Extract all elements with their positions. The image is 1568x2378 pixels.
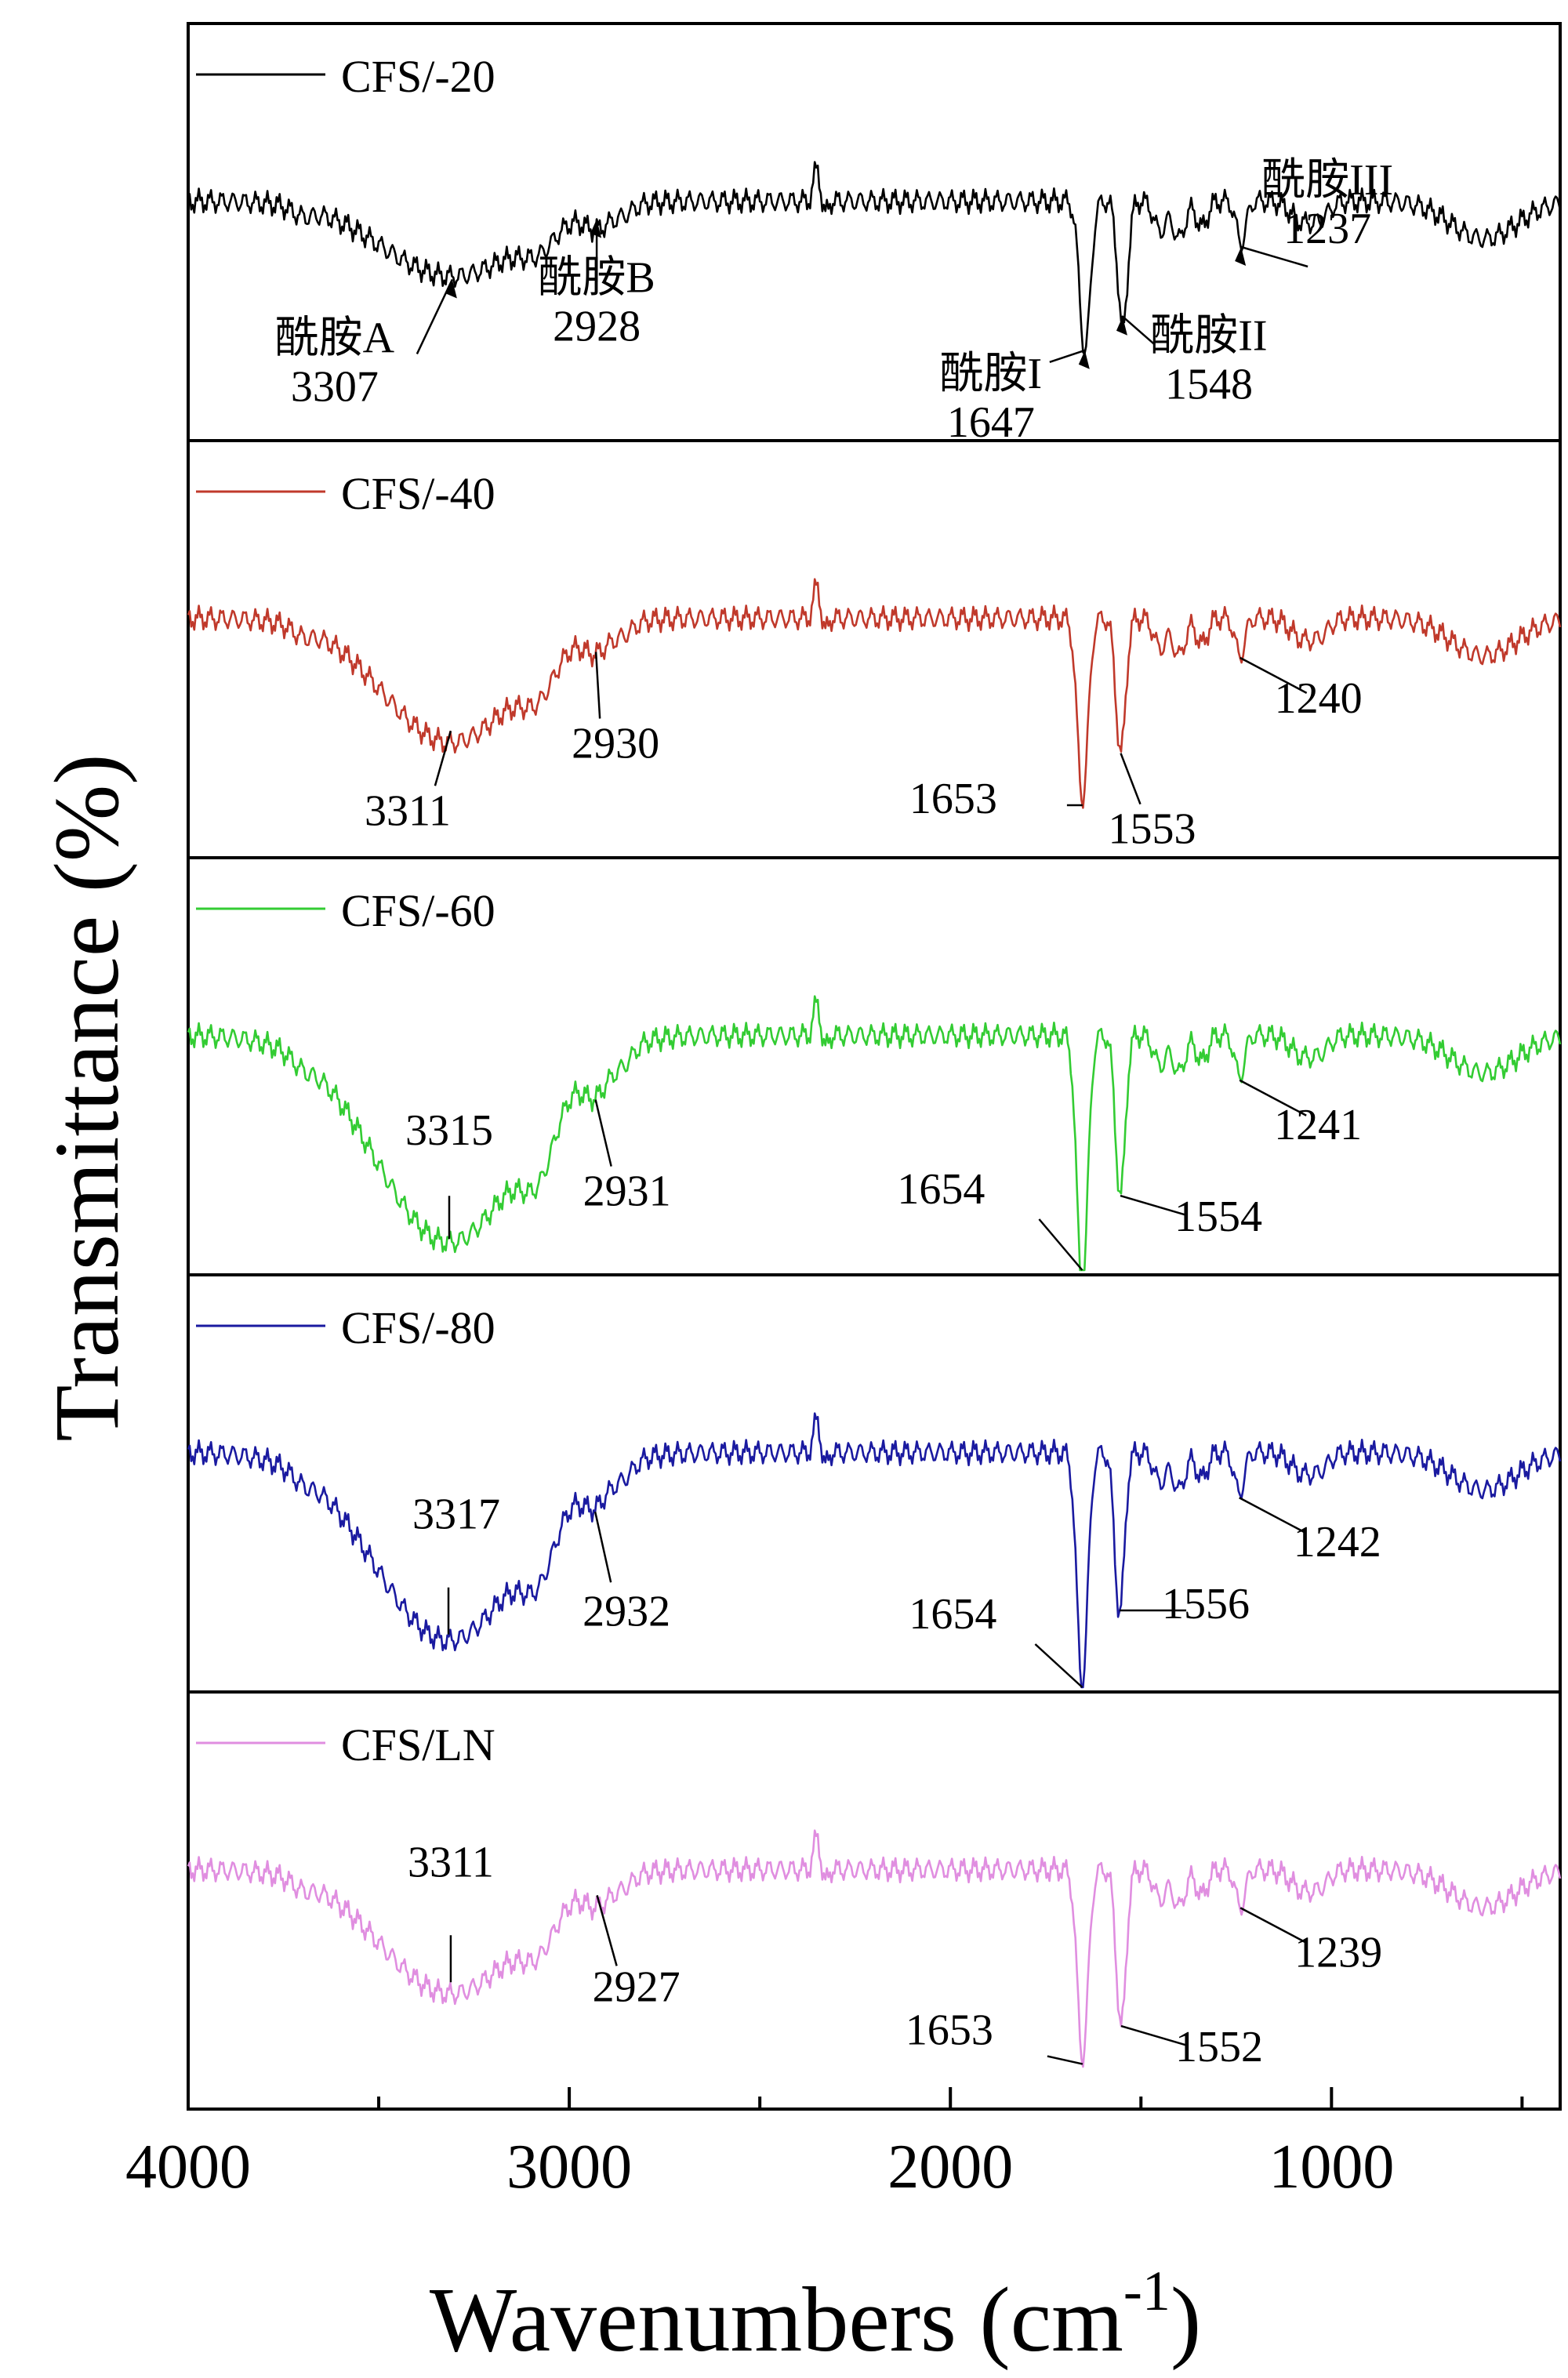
peak-leader-line bbox=[594, 652, 601, 719]
x-axis-label-close: ) bbox=[1171, 2268, 1201, 2371]
spectrum-line bbox=[187, 161, 1562, 356]
peak-arrowhead bbox=[1116, 316, 1127, 336]
x-axis-label-superscript: -1 bbox=[1123, 2260, 1171, 2322]
peak-label: 1552 bbox=[1175, 2023, 1263, 2071]
panel-2: CFS/-40 3311 2930 1653 1553 1240 bbox=[187, 439, 1562, 859]
peak-leader-line bbox=[593, 1511, 612, 1583]
spectrum-line bbox=[187, 1829, 1562, 2068]
legend-label: CFS/-20 bbox=[341, 51, 495, 102]
peak-group-label: 酰胺II bbox=[1150, 312, 1267, 361]
peak-label: 1653 bbox=[909, 775, 997, 823]
peak-leader-line bbox=[1047, 2055, 1083, 2065]
peak-leader-line bbox=[1240, 1907, 1308, 1944]
x-tick-label: 2000 bbox=[887, 2133, 1013, 2202]
peak-leader-line bbox=[1120, 2024, 1189, 2047]
peak-leader-line bbox=[1240, 656, 1308, 694]
peak-label: 2931 bbox=[583, 1167, 671, 1216]
peak-label: 1554 bbox=[1174, 1193, 1262, 1241]
peak-label: 2932 bbox=[583, 1587, 670, 1636]
x-axis-label: Wavenumbers (cm-1) bbox=[430, 2260, 1201, 2371]
peak-label: 1548 bbox=[1165, 361, 1253, 409]
panel-frame bbox=[187, 1690, 1562, 2111]
peak-leader-line bbox=[1120, 1194, 1188, 1217]
peak-label: 1647 bbox=[947, 398, 1035, 447]
peak-label: 1237 bbox=[1283, 205, 1371, 253]
peak-leader-line bbox=[1038, 1218, 1083, 1271]
x-axis: 4000 3000 2000 1000 bbox=[125, 2087, 1524, 2202]
peak-arrowhead bbox=[1235, 246, 1247, 266]
peak-label: 1556 bbox=[1162, 1580, 1250, 1628]
legend-label: CFS/LN bbox=[341, 1719, 495, 1770]
spectrum-line bbox=[187, 1412, 1562, 1689]
peak-label: 1240 bbox=[1275, 674, 1363, 723]
panel-5: CFS/LN 3311 2927 1653 1552 1239 bbox=[187, 1690, 1562, 2111]
x-tick-label: 3000 bbox=[506, 2133, 632, 2202]
y-axis-label: Transmittance (%) bbox=[35, 753, 138, 1441]
peak-label: 1553 bbox=[1109, 805, 1196, 854]
peak-label: 2928 bbox=[553, 303, 641, 351]
legend-label: CFS/-60 bbox=[341, 885, 495, 936]
peak-label: 1239 bbox=[1294, 1928, 1382, 1977]
peak-group-label: 酰胺III bbox=[1261, 156, 1393, 205]
peak-label: 1653 bbox=[906, 2006, 993, 2055]
peak-group-label: 酰胺A bbox=[275, 314, 395, 362]
peak-arrowhead bbox=[590, 219, 602, 238]
peak-label: 3311 bbox=[408, 1838, 494, 1886]
peak-label: 2930 bbox=[572, 719, 659, 768]
peak-label: 1654 bbox=[897, 1165, 985, 1214]
peak-arrowhead bbox=[445, 279, 457, 299]
x-axis-label-text: Wavenumbers (cm bbox=[430, 2268, 1123, 2371]
peak-label: 3315 bbox=[405, 1106, 493, 1155]
peak-leader-line bbox=[1239, 1079, 1307, 1116]
peak-group-label: 酰胺I bbox=[939, 350, 1042, 398]
spectrum-line bbox=[187, 578, 1562, 809]
spectrum-line bbox=[187, 995, 1562, 1272]
peak-label: 1242 bbox=[1294, 1518, 1381, 1567]
peak-leader-line bbox=[1034, 1643, 1083, 1688]
legend-label: CFS/-80 bbox=[341, 1302, 495, 1353]
peak-label: 3307 bbox=[291, 362, 379, 411]
x-tick-label: 4000 bbox=[125, 2133, 251, 2202]
peak-leader-line bbox=[594, 1099, 612, 1167]
peak-leader-line bbox=[1122, 315, 1155, 345]
peak-leader-line bbox=[1120, 753, 1142, 805]
peak-leader-line bbox=[1240, 245, 1308, 268]
peak-arrowhead bbox=[1078, 350, 1090, 369]
peak-leader-line bbox=[1049, 349, 1086, 363]
peak-group-label: 酰胺B bbox=[538, 254, 655, 303]
peak-leader-line bbox=[596, 1895, 618, 1966]
peak-label: 3311 bbox=[365, 786, 451, 835]
x-tick-label: 1000 bbox=[1269, 2133, 1394, 2202]
legend-label: CFS/-40 bbox=[341, 468, 495, 519]
peak-leader-line bbox=[434, 730, 452, 786]
peak-label: 2927 bbox=[593, 1962, 681, 2011]
panel-4: CFS/-80 3317 2932 1654 1556 1242 bbox=[187, 1273, 1562, 1694]
peak-label: 3317 bbox=[412, 1490, 500, 1539]
peak-label: 1241 bbox=[1274, 1101, 1362, 1149]
peak-leader-line bbox=[1239, 1497, 1307, 1534]
peak-label: 1654 bbox=[909, 1590, 996, 1639]
peak-leader-line bbox=[416, 278, 454, 354]
